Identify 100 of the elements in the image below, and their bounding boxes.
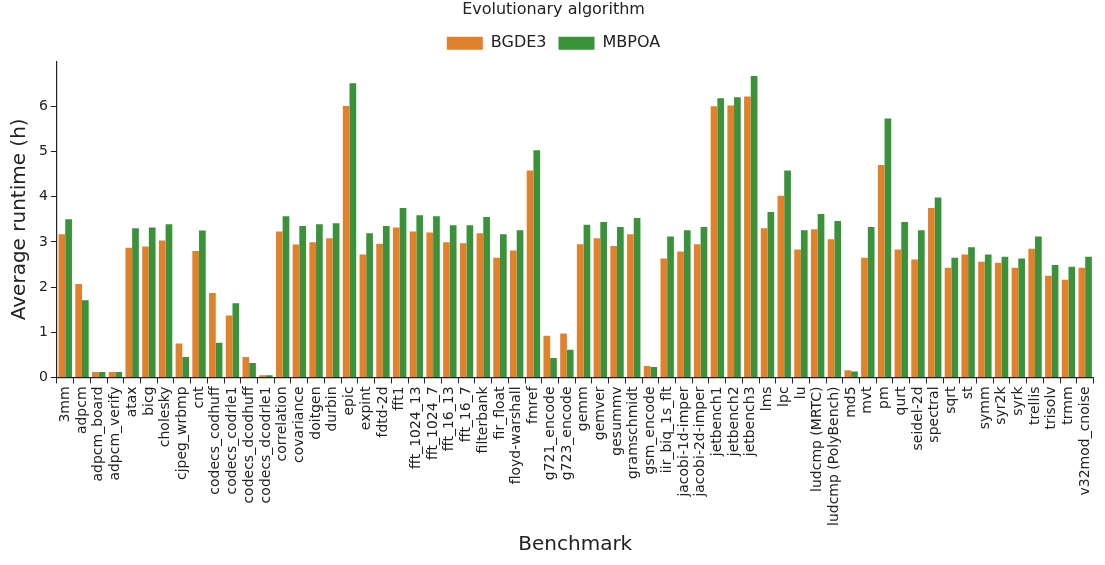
bar	[917, 230, 925, 377]
x-tick-label: expint	[356, 385, 373, 431]
x-tick-label: codecs_dcodrle1	[256, 386, 273, 504]
bar	[650, 367, 658, 377]
x-tick-label: gesummv	[607, 386, 624, 456]
bar	[700, 226, 708, 377]
bar	[516, 230, 524, 377]
x-tick-label: gsm_encode	[641, 386, 658, 475]
x-tick-label: iir_biq_1s_flt	[657, 385, 674, 474]
y-tick-label: 3	[38, 232, 48, 249]
bar	[744, 96, 751, 377]
bar	[282, 216, 290, 377]
bar	[148, 227, 156, 377]
legend-title: Evolutionary algorithm	[462, 0, 645, 19]
x-tick-label: lpc	[774, 386, 791, 407]
bar	[399, 208, 407, 377]
x-tick-label: gemver	[590, 386, 607, 441]
bar	[58, 234, 66, 377]
bar	[382, 226, 390, 377]
bar	[125, 247, 133, 377]
x-tick-label: jetbench3	[741, 386, 758, 458]
x-tick-label: fft_1024_7	[423, 386, 440, 461]
bar	[142, 246, 149, 377]
x-tick-label: lms	[758, 386, 775, 412]
bar	[309, 242, 317, 377]
bar	[1085, 256, 1092, 377]
x-tick-label: fft_1024_13	[407, 386, 424, 469]
x-tick-label: v32mod_cnoise	[1075, 386, 1092, 496]
bar	[717, 98, 725, 377]
bar	[1045, 275, 1052, 377]
bar	[199, 230, 206, 377]
bar	[827, 239, 835, 377]
x-tick-label: filterbank	[473, 385, 490, 454]
bar	[844, 370, 852, 377]
x-tick-label: syr2k	[992, 385, 1009, 425]
bar	[750, 76, 758, 377]
x-tick-label: jetbench2	[724, 386, 741, 458]
x-tick-label: trisolv	[1042, 386, 1059, 430]
bar	[476, 233, 484, 377]
bar	[459, 243, 467, 377]
x-tick-label: adpcm	[72, 386, 89, 435]
x-tick-label: ludcmp (MRTC)	[808, 386, 825, 492]
x-tick-label: spectral	[925, 386, 942, 443]
x-axis-title: Benchmark	[518, 531, 633, 556]
bar	[817, 213, 825, 377]
bar	[1078, 267, 1086, 377]
y-tick-label: 6	[38, 97, 48, 114]
x-tick-label: gramschmidt	[624, 385, 641, 480]
bar	[165, 224, 173, 377]
bar	[349, 83, 357, 377]
x-tick-label: jacobi-2d-imper	[691, 386, 708, 498]
bar	[533, 150, 541, 377]
bar	[209, 292, 216, 377]
bar	[132, 228, 139, 377]
bar	[610, 245, 618, 377]
x-tick-label: fmref	[524, 385, 541, 424]
legend-label: BGDE3	[490, 32, 547, 52]
bar	[901, 222, 908, 377]
x-tick-label: md5	[841, 386, 858, 418]
bar	[683, 230, 691, 377]
x-tick-label: epic	[340, 386, 357, 416]
bar	[861, 257, 868, 377]
bar	[560, 333, 567, 377]
y-axis-title: Average runtime (h)	[6, 118, 31, 321]
bar	[182, 357, 189, 377]
bar	[576, 244, 584, 377]
bar	[543, 335, 551, 377]
bar	[710, 106, 718, 377]
bar	[275, 231, 283, 377]
bar	[777, 195, 785, 377]
x-tick-label: floyd-warshall	[507, 386, 524, 485]
bar	[526, 170, 534, 377]
bar	[426, 232, 434, 377]
bar	[810, 229, 818, 377]
bar	[734, 97, 741, 377]
bar	[566, 349, 574, 377]
x-tick-label: pm	[875, 386, 892, 409]
bar	[934, 197, 942, 377]
bar	[92, 371, 99, 377]
x-tick-label: symm	[975, 386, 992, 430]
x-tick-label: fft_16_7	[457, 386, 474, 443]
x-tick-label: jetbench1	[707, 386, 724, 458]
bar	[75, 283, 82, 377]
x-tick-label: fft1	[390, 386, 407, 411]
y-tick-label: 4	[38, 187, 48, 204]
bar	[115, 371, 123, 377]
bar	[510, 250, 517, 377]
y-tick-label: 0	[38, 368, 48, 385]
x-tick-label: fir_float	[490, 385, 507, 440]
x-tick-label: fft_16_13	[440, 386, 457, 452]
bar	[499, 234, 507, 377]
x-tick-label: seidel-2d	[908, 386, 925, 451]
bar	[242, 357, 250, 377]
bar	[978, 261, 985, 377]
bar	[677, 251, 684, 377]
bar	[911, 259, 918, 377]
bar	[968, 247, 975, 377]
x-tick-label: mvt	[858, 385, 875, 414]
x-tick-label: codecs_codhuff	[206, 386, 223, 495]
bar	[449, 225, 457, 377]
